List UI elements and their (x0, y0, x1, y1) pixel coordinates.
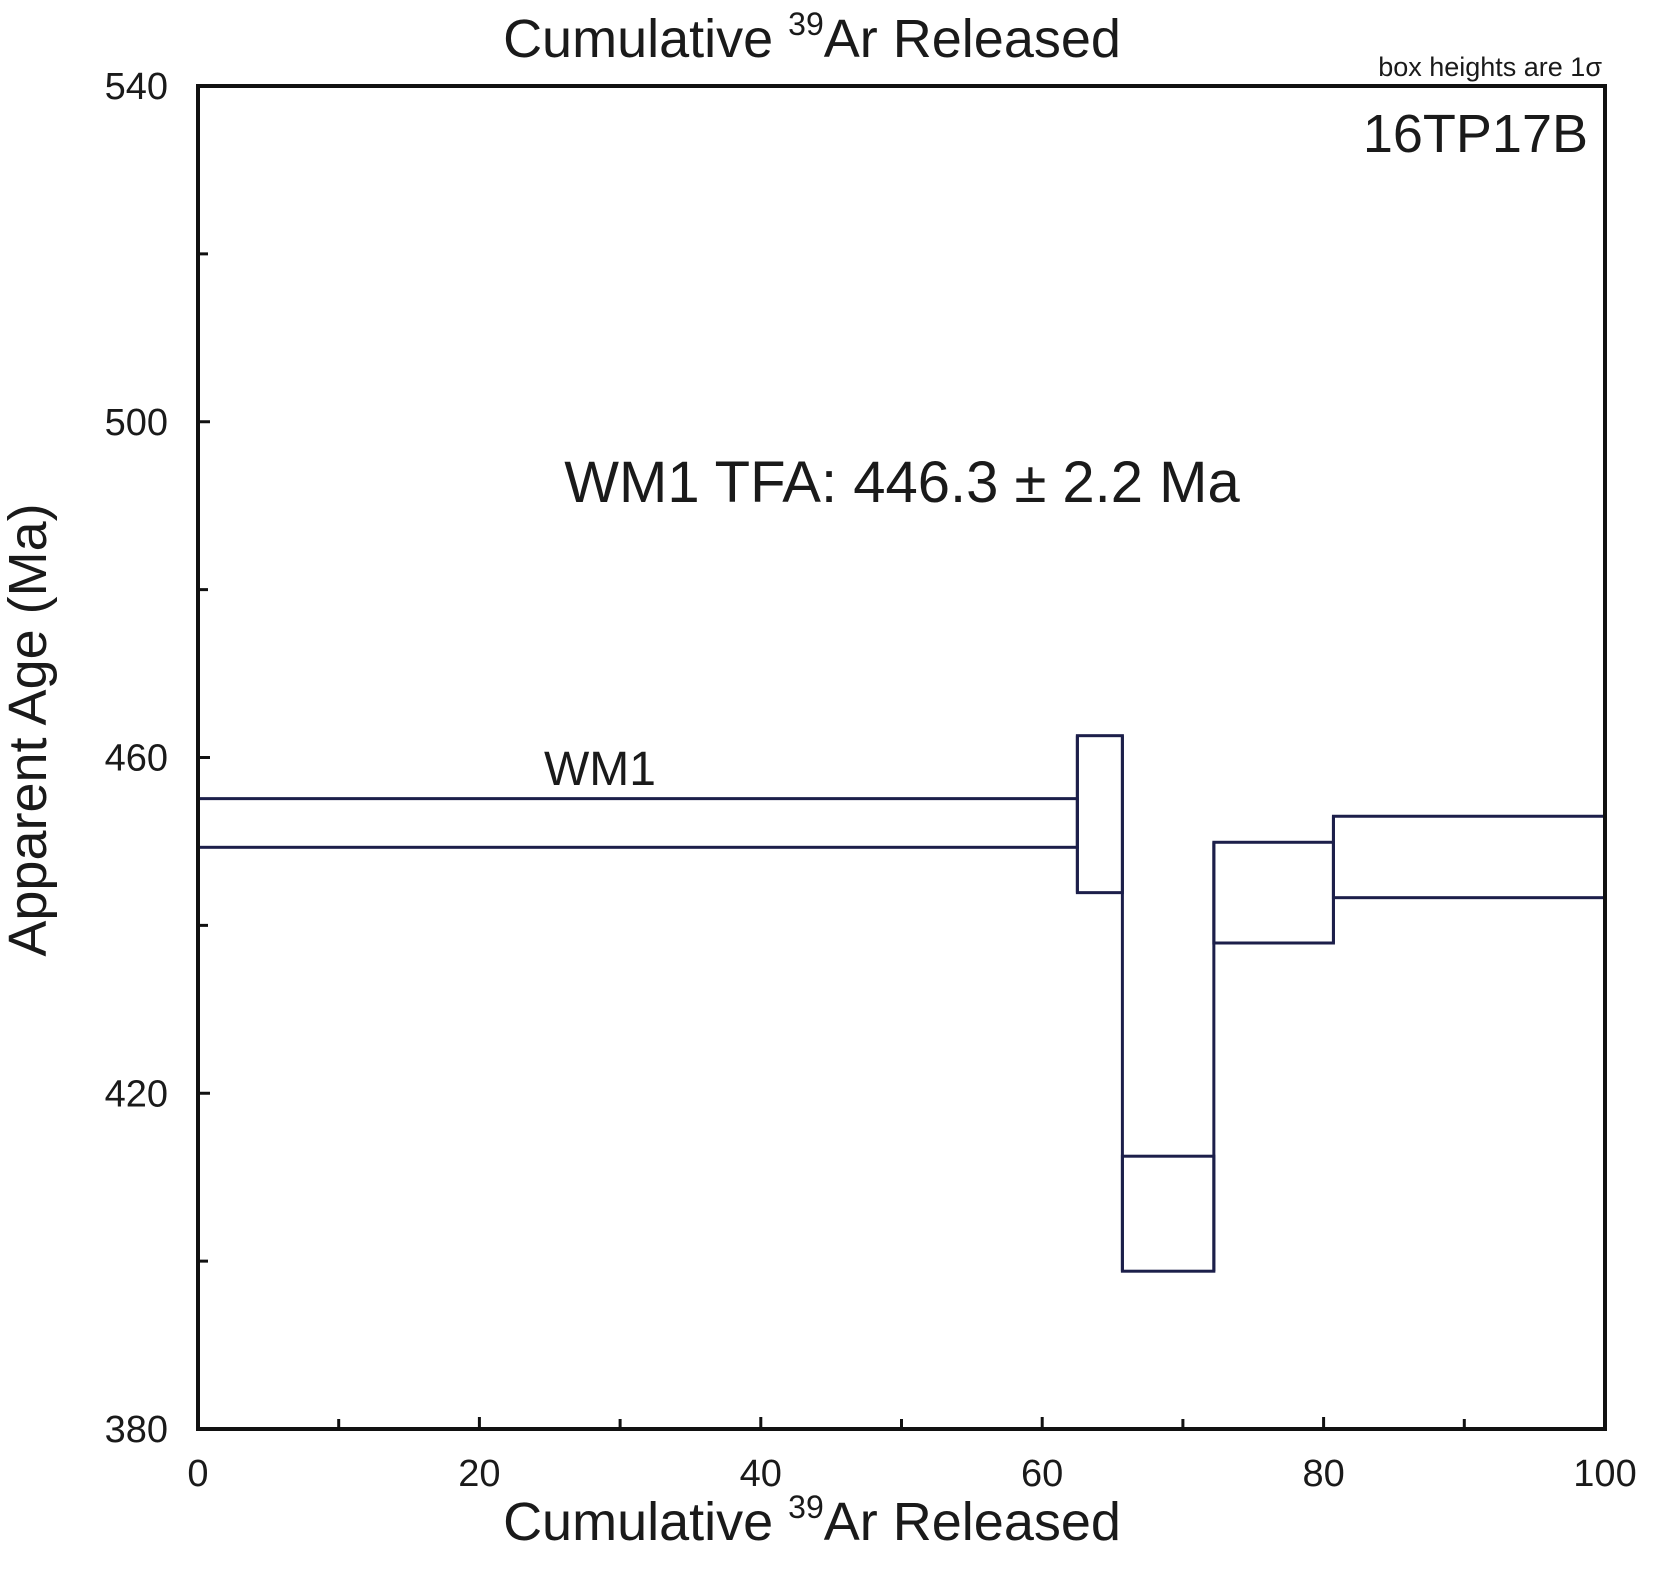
x-axis-label: Cumulative 39Ar Released (503, 1489, 1121, 1552)
chart-title: Cumulative 39Ar Released (503, 6, 1121, 69)
x-tick-label-100: 100 (1573, 1453, 1636, 1495)
x-axis-label-part1: Cumulative (503, 1492, 788, 1552)
step-box-4 (1212, 840, 1335, 945)
axes: 0 20 40 60 80 100 380 420 460 500 540 (105, 66, 1637, 1495)
x-tick-label-80: 80 (1302, 1453, 1344, 1495)
x-tick-label-0: 0 (187, 1453, 208, 1495)
x-axis-label-superscript: 39 (788, 1489, 824, 1525)
x-axis-label-part2: Ar Released (824, 1492, 1121, 1552)
tfa-annotation: WM1 TFA: 446.3 ± 2.2 Ma (564, 450, 1240, 515)
y-tick-label-500: 500 (105, 402, 168, 444)
x-tick-label-60: 60 (1021, 1453, 1063, 1495)
x-tick-label-20: 20 (458, 1453, 500, 1495)
wm1-segment-label: WM1 (544, 743, 656, 796)
y-tick-label-380: 380 (105, 1409, 168, 1451)
step-boxes (196, 734, 1607, 1273)
chart-title-part1: Cumulative (503, 9, 788, 69)
plot-frame (196, 84, 1607, 1431)
step-box-2 (1075, 734, 1124, 895)
y-tick-label-460: 460 (105, 738, 168, 780)
box-height-note: box heights are 1σ (1378, 52, 1602, 82)
chart-title-part2: Ar Released (824, 9, 1121, 69)
chart-title-superscript: 39 (788, 6, 824, 42)
y-tick-label-540: 540 (105, 66, 168, 108)
x-tick-label-40: 40 (740, 1453, 782, 1495)
y-axis-label: Apparent Age (Ma) (0, 503, 58, 956)
step-box-1 (196, 797, 1079, 849)
sample-id: 16TP17B (1363, 104, 1588, 164)
y-tick-label-420: 420 (105, 1073, 168, 1115)
step-box-3 (1120, 1154, 1216, 1273)
step-box-5 (1331, 814, 1607, 900)
